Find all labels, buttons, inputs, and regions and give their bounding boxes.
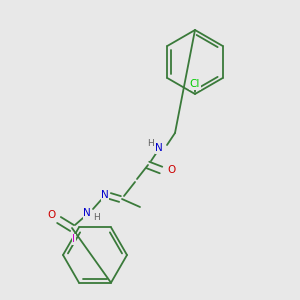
Text: O: O bbox=[47, 210, 55, 220]
Text: Cl: Cl bbox=[190, 79, 200, 89]
Text: N: N bbox=[83, 208, 91, 218]
Text: H: H bbox=[94, 214, 100, 223]
Text: O: O bbox=[167, 165, 175, 175]
Text: N: N bbox=[101, 190, 109, 200]
Text: N: N bbox=[155, 143, 163, 153]
Text: I: I bbox=[73, 234, 76, 244]
Text: H: H bbox=[148, 139, 154, 148]
